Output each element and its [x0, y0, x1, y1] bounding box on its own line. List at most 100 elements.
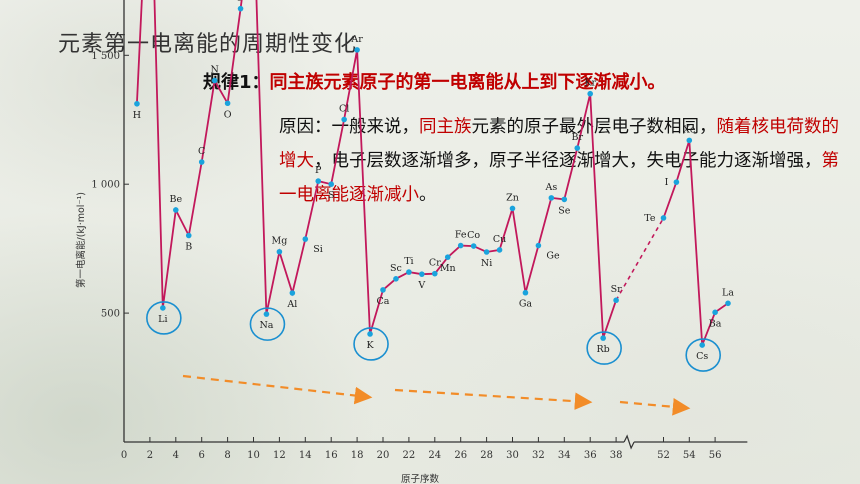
data-point-xe — [686, 137, 693, 144]
data-point-li — [160, 305, 166, 311]
data-point-co — [470, 243, 477, 249]
x-tick-label: 12 — [273, 450, 286, 461]
x-tick-label: 0 — [121, 450, 127, 461]
element-label-cs: Cs — [696, 351, 708, 362]
element-labels: HHeLiBeBCNOFNeNaMgAlSiPSClArKCaScTiVCrMn… — [133, 0, 735, 362]
highlight-circle-na — [249, 307, 286, 341]
element-label-p: P — [315, 165, 322, 176]
data-point-ge — [535, 242, 542, 249]
reason-text-4: 。 — [419, 185, 437, 205]
series-line-period-1-5 — [136, 0, 617, 339]
element-label-cr: Cr — [429, 258, 441, 269]
element-label-al: Al — [286, 299, 297, 310]
x-tick-label: 28 — [480, 450, 493, 461]
element-label-o: O — [224, 109, 232, 120]
element-label-i: I — [665, 177, 669, 188]
element-label-cu: Cu — [493, 234, 506, 245]
x-tick-label: 20 — [377, 450, 390, 461]
element-label-fe: Fe — [455, 230, 467, 241]
data-point-sc — [393, 276, 399, 282]
x-tick-label: 36 — [584, 450, 597, 461]
x-tick-label: 30 — [506, 450, 519, 461]
element-label-v: V — [417, 280, 425, 291]
data-point-c — [198, 159, 205, 165]
element-label-cl: Cl — [339, 103, 349, 114]
data-point-o — [224, 100, 231, 107]
data-point-h — [134, 100, 140, 107]
data-point-be — [173, 207, 179, 213]
element-label-la: La — [722, 287, 734, 298]
element-label-s: S — [328, 190, 335, 201]
element-label-co: Co — [467, 230, 480, 241]
data-point-si — [302, 236, 309, 242]
series-lines — [136, 0, 729, 346]
data-point-n — [211, 77, 218, 84]
element-label-ti: Ti — [404, 256, 413, 267]
element-label-b: B — [185, 242, 192, 253]
element-label-h: H — [133, 110, 141, 121]
data-point-mn — [444, 254, 451, 260]
trend-arrow-1 — [182, 374, 373, 405]
element-label-te: Te — [644, 213, 656, 224]
element-label-xe: Xe — [683, 124, 696, 135]
highlight-circles — [146, 301, 722, 372]
highlight-circle-li — [146, 301, 182, 335]
series-break-connector — [615, 217, 665, 301]
element-label-kr: Kr — [584, 78, 596, 89]
y-tick-label: 1 000 — [91, 180, 120, 191]
data-point-f — [237, 5, 244, 12]
data-points — [134, 5, 731, 348]
reason-text-1: 原因：一般来说， — [279, 117, 419, 137]
element-label-n: N — [210, 65, 218, 76]
element-label-be: Be — [169, 194, 182, 205]
element-label-se: Se — [558, 205, 571, 216]
y-tick-label: 1 500 — [91, 51, 120, 62]
element-label-ga: Ga — [519, 299, 533, 310]
data-point-b — [185, 232, 192, 239]
element-label-c: C — [198, 146, 205, 157]
highlight-circle-k — [353, 327, 389, 361]
element-label-li: Li — [158, 314, 167, 325]
data-point-te — [660, 215, 667, 221]
data-point-se — [561, 196, 568, 203]
data-point-as — [548, 195, 555, 201]
data-point-sr — [613, 297, 619, 304]
x-tick-label: 16 — [325, 450, 338, 461]
reason-highlight-2: 随着核电荷数的增大 — [279, 117, 839, 171]
trend-arrows — [182, 374, 691, 416]
highlight-circle-cs — [685, 338, 722, 372]
element-label-na: Na — [259, 320, 273, 331]
element-label-ba: Ba — [709, 318, 722, 329]
x-tick-label: 32 — [532, 450, 545, 461]
data-point-ar — [354, 47, 360, 53]
data-point-p — [315, 178, 322, 184]
data-point-cl — [341, 116, 347, 123]
element-label-ca: Ca — [377, 296, 390, 307]
highlight-circle-rb — [586, 331, 622, 365]
data-point-la — [725, 300, 731, 307]
data-point-br — [574, 145, 581, 151]
element-label-k: K — [366, 340, 374, 351]
data-point-i — [673, 179, 680, 185]
x-tick-label: 14 — [299, 450, 312, 461]
x-tick-label: 8 — [224, 450, 230, 461]
element-label-sr: Sr — [611, 284, 623, 295]
x-tick-label: 24 — [428, 450, 441, 461]
element-label-rb: Rb — [597, 344, 610, 355]
data-point-k — [367, 331, 373, 337]
data-point-ba — [712, 309, 718, 316]
data-point-kr — [587, 90, 593, 97]
reason-highlight-1: 同主族 — [419, 117, 472, 137]
x-tick-label: 22 — [403, 450, 416, 461]
rule-text: 同主族元素原子的第一电离能从上到下逐渐减小。 — [269, 72, 666, 93]
reason-text-3: ，电子层数逐渐增多，原子半径逐渐增大，失电子能力逐渐增强， — [314, 151, 822, 171]
x-tick-label: 6 — [199, 450, 205, 461]
series-line-period-5-6 — [662, 140, 729, 346]
data-point-na — [263, 311, 270, 317]
x-tick-label: 38 — [610, 450, 623, 461]
element-label-sc: Sc — [390, 263, 402, 274]
data-point-v — [419, 271, 425, 277]
